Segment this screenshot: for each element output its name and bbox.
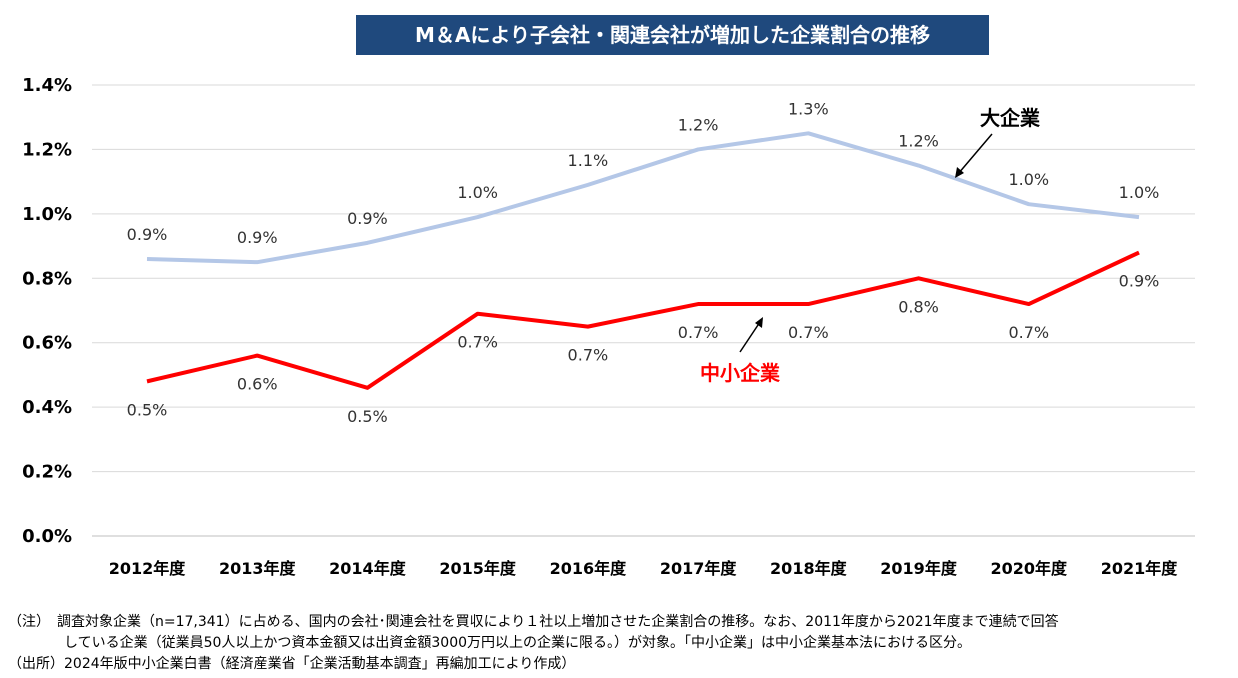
y-tick-label: 0.6% (22, 333, 72, 354)
source-line: （出所）2024年版中小企業白書（経済産業省「企業活動基本調査」再編加工により作… (8, 656, 576, 672)
y-tick-label: 0.2% (22, 462, 72, 483)
y-tick-label: 0.0% (22, 526, 72, 547)
series-annotation-sme: 中小企業 (700, 361, 781, 385)
data-label: 0.5% (127, 400, 168, 419)
y-tick-label: 1.4% (22, 75, 72, 96)
note-line-2: している企業（従業員50人以上かつ資本金額又は出資金額3000万円以上の企業に限… (64, 635, 972, 651)
data-label: 0.5% (347, 407, 388, 426)
chart-title: M＆Aにより子会社・関連会社が増加した企業割合の推移 (356, 15, 989, 55)
series-annotation-large: 大企業 (980, 106, 1041, 130)
annotation-arrow (957, 133, 993, 175)
data-label: 1.3% (788, 99, 829, 118)
data-label: 0.7% (788, 323, 829, 342)
x-tick-label: 2021年度 (1101, 559, 1179, 578)
line-chart: 0.0% 0.2% 0.4% 0.6% 0.8% 1.0% 1.2% 1.4% 2012年度 20… (22, 75, 1195, 578)
x-tick-label: 2015年度 (439, 559, 517, 578)
data-label: 1.0% (457, 183, 498, 202)
data-label: 0.9% (347, 209, 388, 228)
data-label: 0.7% (1008, 323, 1049, 342)
x-tick-label: 2019年度 (880, 559, 958, 578)
data-label: 1.2% (678, 115, 719, 134)
data-label: 0.9% (237, 228, 278, 247)
x-tick-label: 2012年度 (109, 559, 187, 578)
data-label: 1.2% (898, 132, 939, 151)
footnotes: （注） 調査対象企業（n=17,341）に占める、国内の会社･関連会社を買収によ… (8, 612, 1059, 675)
data-label: 0.7% (678, 323, 719, 342)
data-label: 0.9% (1119, 272, 1160, 291)
y-tick-label: 0.4% (22, 397, 72, 418)
data-label: 1.0% (1008, 170, 1049, 189)
data-label: 0.8% (898, 297, 939, 316)
y-tick-label: 0.8% (22, 268, 72, 289)
x-tick-label: 2018年度 (770, 559, 848, 578)
x-tick-label: 2014年度 (329, 559, 407, 578)
series-line-sme (146, 250, 1140, 390)
note-line-1: （注） 調査対象企業（n=17,341）に占める、国内の会社･関連会社を買収によ… (8, 614, 1059, 630)
x-tick-label: 2016年度 (550, 559, 628, 578)
series-line-large (146, 131, 1140, 265)
arrow-head-icon (955, 167, 964, 178)
data-label: 1.0% (1119, 183, 1160, 202)
y-tick-label: 1.2% (22, 139, 72, 160)
data-label: 0.9% (127, 225, 168, 244)
x-tick-label: 2017年度 (660, 559, 738, 578)
data-label: 0.6% (237, 375, 278, 394)
y-tick-label: 1.0% (22, 204, 72, 225)
arrow-head-icon (755, 317, 763, 328)
x-tick-label: 2013年度 (219, 559, 297, 578)
x-tick-label: 2020年度 (991, 559, 1069, 578)
data-label: 0.7% (457, 333, 498, 352)
annotation-arrow (739, 321, 761, 353)
data-label: 0.7% (568, 346, 609, 365)
data-label: 1.1% (568, 151, 609, 170)
